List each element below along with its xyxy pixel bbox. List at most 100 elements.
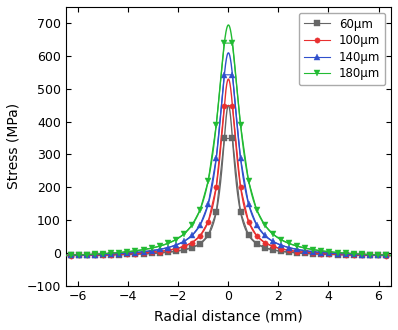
140μm: [76, 253, 81, 257]
140μm: [351, 252, 356, 256]
140μm: [141, 250, 146, 254]
180μm: [271, 232, 275, 236]
180μm: [254, 208, 259, 212]
140μm: [181, 240, 186, 244]
180μm: [262, 223, 267, 227]
180μm: [384, 253, 388, 257]
60μm: [125, 252, 130, 256]
140μm: [327, 251, 332, 255]
100μm: [76, 253, 81, 257]
Legend: 60μm, 100μm, 140μm, 180μm: 60μm, 100μm, 140μm, 180μm: [299, 13, 385, 85]
100μm: [181, 245, 186, 248]
140μm: [214, 156, 219, 160]
180μm: [125, 250, 130, 254]
140μm: [287, 246, 291, 249]
60μm: [254, 242, 259, 246]
100μm: [295, 249, 300, 253]
180μm: [246, 179, 251, 183]
140μm: [101, 252, 105, 256]
180μm: [93, 252, 98, 256]
60μm: [222, 137, 227, 141]
100μm: [174, 247, 178, 251]
60μm: [149, 251, 154, 255]
60μm: [198, 242, 203, 246]
60μm: [157, 251, 162, 255]
140μm: [206, 202, 211, 206]
X-axis label: Radial distance (mm): Radial distance (mm): [154, 309, 303, 323]
180μm: [359, 252, 364, 256]
60μm: [351, 253, 356, 257]
140μm: [84, 253, 89, 257]
180μm: [133, 249, 138, 253]
100μm: [109, 253, 113, 257]
140μm: [230, 73, 235, 77]
100μm: [327, 252, 332, 256]
100μm: [319, 251, 324, 255]
180μm: [303, 246, 308, 250]
140μm: [359, 253, 364, 257]
180μm: [166, 242, 170, 246]
180μm: [76, 253, 81, 257]
100μm: [351, 253, 356, 257]
100μm: [384, 253, 388, 257]
60μm: [189, 246, 194, 249]
60μm: [367, 253, 372, 257]
100μm: [262, 241, 267, 245]
100μm: [68, 253, 73, 257]
100μm: [279, 247, 283, 251]
60μm: [101, 253, 105, 257]
140μm: [157, 248, 162, 251]
180μm: [149, 246, 154, 250]
60μm: [279, 249, 283, 253]
60μm: [303, 251, 308, 255]
140μm: [238, 156, 243, 160]
180μm: [117, 250, 122, 254]
140μm: [174, 243, 178, 247]
180μm: [311, 248, 316, 251]
180μm: [206, 179, 211, 183]
140μm: [335, 252, 340, 256]
180μm: [68, 253, 73, 257]
180μm: [189, 223, 194, 227]
100μm: [367, 253, 372, 257]
100μm: [166, 248, 170, 252]
100μm: [343, 253, 348, 257]
60μm: [133, 252, 138, 256]
60μm: [141, 252, 146, 256]
100μm: [230, 104, 235, 108]
140μm: [319, 250, 324, 254]
100μm: [198, 234, 203, 238]
60μm: [295, 251, 300, 255]
140μm: [166, 246, 170, 249]
180μm: [287, 242, 291, 246]
180μm: [157, 244, 162, 248]
180μm: [367, 252, 372, 256]
140μm: [279, 243, 283, 247]
180μm: [351, 252, 356, 256]
140μm: [222, 73, 227, 77]
180μm: [181, 232, 186, 236]
140μm: [303, 249, 308, 253]
180μm: [279, 238, 283, 242]
100μm: [271, 245, 275, 248]
100μm: [133, 251, 138, 255]
100μm: [117, 252, 122, 256]
100μm: [189, 241, 194, 245]
100μm: [287, 248, 291, 252]
100μm: [141, 251, 146, 255]
60μm: [214, 210, 219, 214]
100μm: [222, 104, 227, 108]
Line: 180μm: 180μm: [68, 41, 389, 258]
100μm: [303, 250, 308, 254]
140μm: [117, 252, 122, 256]
100μm: [149, 250, 154, 254]
60μm: [287, 250, 291, 254]
180μm: [327, 250, 332, 254]
140μm: [254, 223, 259, 227]
60μm: [359, 253, 364, 257]
60μm: [327, 252, 332, 256]
180μm: [230, 41, 235, 45]
140μm: [198, 223, 203, 227]
100μm: [214, 185, 219, 189]
100μm: [93, 253, 98, 257]
